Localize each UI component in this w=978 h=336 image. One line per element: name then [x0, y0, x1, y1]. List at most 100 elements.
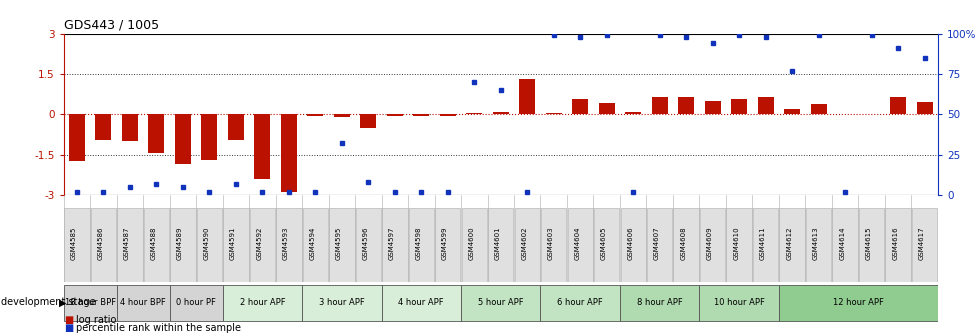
Text: ▶: ▶: [59, 297, 67, 307]
Text: GSM4586: GSM4586: [97, 227, 104, 260]
Text: ■: ■: [65, 315, 73, 325]
FancyBboxPatch shape: [117, 208, 143, 282]
FancyBboxPatch shape: [434, 208, 460, 282]
FancyBboxPatch shape: [249, 208, 275, 282]
FancyBboxPatch shape: [65, 208, 90, 282]
FancyBboxPatch shape: [169, 285, 222, 321]
FancyBboxPatch shape: [752, 208, 778, 282]
Text: GSM4590: GSM4590: [203, 227, 209, 260]
Bar: [625, 112, 641, 114]
Text: 0 hour PF: 0 hour PF: [176, 298, 216, 307]
FancyBboxPatch shape: [488, 208, 512, 282]
FancyBboxPatch shape: [116, 285, 169, 321]
Text: GSM4587: GSM4587: [124, 227, 130, 260]
FancyBboxPatch shape: [302, 208, 328, 282]
Text: GSM4600: GSM4600: [467, 227, 473, 260]
Text: 18 hour BPF: 18 hour BPF: [65, 298, 115, 307]
Bar: [810, 104, 825, 114]
FancyBboxPatch shape: [541, 208, 566, 282]
Bar: [228, 114, 244, 140]
Text: GSM4598: GSM4598: [415, 227, 421, 260]
Text: 10 hour APF: 10 hour APF: [713, 298, 764, 307]
Text: development stage: development stage: [1, 297, 96, 307]
Bar: [254, 114, 270, 179]
Text: GSM4610: GSM4610: [733, 227, 738, 260]
Text: GSM4593: GSM4593: [283, 227, 289, 260]
FancyBboxPatch shape: [461, 285, 540, 321]
Bar: [546, 113, 561, 114]
Text: GSM4596: GSM4596: [362, 227, 368, 260]
Bar: [360, 114, 376, 128]
Text: GSM4594: GSM4594: [309, 227, 315, 260]
FancyBboxPatch shape: [778, 208, 804, 282]
FancyBboxPatch shape: [831, 208, 857, 282]
FancyBboxPatch shape: [329, 208, 354, 282]
Bar: [599, 103, 614, 114]
Bar: [439, 114, 455, 116]
Text: GSM4617: GSM4617: [917, 227, 923, 260]
FancyBboxPatch shape: [673, 208, 698, 282]
Text: GSM4614: GSM4614: [838, 227, 844, 260]
FancyBboxPatch shape: [91, 208, 116, 282]
Bar: [122, 114, 138, 141]
Text: 12 hour APF: 12 hour APF: [832, 298, 883, 307]
Text: GSM4612: GSM4612: [785, 227, 791, 260]
FancyBboxPatch shape: [619, 285, 698, 321]
Text: GSM4615: GSM4615: [865, 227, 870, 260]
FancyBboxPatch shape: [699, 208, 725, 282]
Bar: [95, 114, 111, 140]
Bar: [68, 114, 85, 161]
Text: GSM4597: GSM4597: [388, 227, 394, 260]
FancyBboxPatch shape: [197, 208, 222, 282]
FancyBboxPatch shape: [514, 208, 540, 282]
FancyBboxPatch shape: [594, 208, 619, 282]
FancyBboxPatch shape: [381, 285, 461, 321]
FancyBboxPatch shape: [222, 285, 302, 321]
Text: 4 hour BPF: 4 hour BPF: [120, 298, 166, 307]
Text: GSM4607: GSM4607: [653, 227, 659, 260]
FancyBboxPatch shape: [567, 208, 593, 282]
Bar: [386, 114, 402, 116]
Text: GSM4591: GSM4591: [230, 227, 236, 260]
FancyBboxPatch shape: [461, 208, 486, 282]
FancyBboxPatch shape: [884, 208, 910, 282]
Text: GSM4609: GSM4609: [706, 227, 712, 260]
Bar: [492, 112, 509, 114]
FancyBboxPatch shape: [355, 208, 380, 282]
Bar: [307, 114, 323, 116]
Text: GSM4613: GSM4613: [812, 227, 818, 260]
FancyBboxPatch shape: [726, 208, 751, 282]
Bar: [466, 113, 482, 114]
Bar: [757, 97, 773, 114]
Bar: [889, 97, 906, 114]
Bar: [915, 102, 932, 114]
Text: GSM4606: GSM4606: [627, 227, 633, 260]
FancyBboxPatch shape: [620, 208, 645, 282]
Bar: [651, 97, 667, 114]
Text: GSM4589: GSM4589: [177, 227, 183, 260]
Text: GSM4595: GSM4595: [335, 227, 341, 260]
Text: GSM4588: GSM4588: [151, 227, 156, 260]
Text: GSM4592: GSM4592: [256, 227, 262, 260]
Text: 4 hour APF: 4 hour APF: [398, 298, 444, 307]
Bar: [281, 114, 296, 192]
Text: 3 hour APF: 3 hour APF: [319, 298, 365, 307]
Bar: [333, 114, 349, 117]
Text: log ratio: log ratio: [76, 315, 116, 325]
FancyBboxPatch shape: [144, 208, 169, 282]
Text: 6 hour APF: 6 hour APF: [556, 298, 602, 307]
Text: GDS443 / 1005: GDS443 / 1005: [64, 18, 158, 31]
FancyBboxPatch shape: [698, 285, 778, 321]
FancyBboxPatch shape: [858, 208, 883, 282]
Text: GSM4616: GSM4616: [891, 227, 897, 260]
Text: 8 hour APF: 8 hour APF: [636, 298, 682, 307]
Bar: [783, 109, 799, 114]
Text: GSM4611: GSM4611: [759, 227, 765, 260]
Text: GSM4608: GSM4608: [680, 227, 686, 260]
Text: GSM4603: GSM4603: [547, 227, 554, 260]
FancyBboxPatch shape: [408, 208, 433, 282]
Text: ■: ■: [65, 323, 73, 333]
Bar: [572, 99, 588, 114]
FancyBboxPatch shape: [276, 208, 301, 282]
FancyBboxPatch shape: [64, 285, 116, 321]
